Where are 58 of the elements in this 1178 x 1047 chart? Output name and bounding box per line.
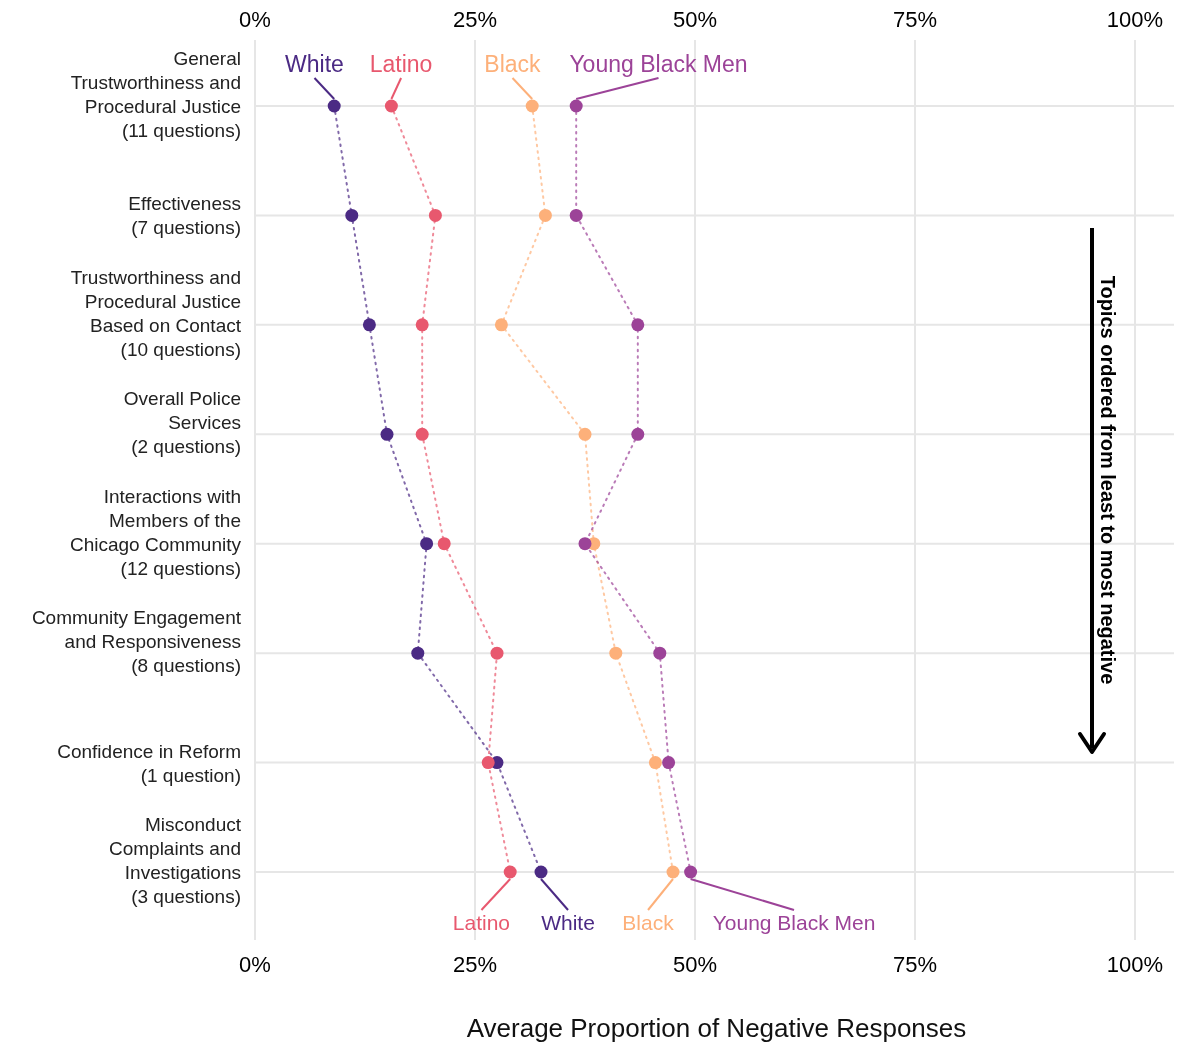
point <box>578 537 592 551</box>
point <box>648 756 662 770</box>
x-tick-label: 25% <box>452 7 498 32</box>
point <box>503 865 517 879</box>
point <box>490 646 504 660</box>
point <box>411 646 425 660</box>
point <box>569 208 583 222</box>
point <box>534 865 548 879</box>
x-axis-title: Average Proportion of Negative Responses <box>466 1013 967 1043</box>
y-tick-label: Trustworthiness and Procedural Justice Based on Contact (10 questions) <box>70 266 242 360</box>
y-tick-label: Confidence in Reform (1 question) <box>57 740 241 786</box>
point <box>631 427 645 441</box>
point <box>662 756 676 770</box>
point <box>384 99 398 113</box>
point <box>415 318 429 332</box>
point <box>684 865 698 879</box>
text: Latino <box>369 51 433 77</box>
point <box>380 427 394 441</box>
point <box>494 318 508 332</box>
point <box>428 208 442 222</box>
y-tick-label: General Trustworthiness and Procedural Justice (11 questions) <box>70 48 241 141</box>
point <box>327 99 341 113</box>
y-tick-label: Effectiveness (7 questions) <box>128 193 241 239</box>
point <box>653 646 667 660</box>
x2-tick-label: 50% <box>672 952 718 977</box>
x2-tick-label: 75% <box>892 952 938 977</box>
point <box>538 208 552 222</box>
point <box>362 318 376 332</box>
x-tick-label: 100% <box>1106 7 1164 32</box>
point <box>345 208 359 222</box>
point <box>437 537 451 551</box>
x2-tick-label: 100% <box>1106 952 1164 977</box>
point <box>569 99 583 113</box>
legend-label: White <box>541 911 595 934</box>
point <box>666 865 680 879</box>
point <box>415 427 429 441</box>
annotation: Topics ordered from least to most negative <box>1097 275 1119 685</box>
point <box>525 99 539 113</box>
point <box>578 427 592 441</box>
x-tick-label: 50% <box>672 7 718 32</box>
text: White <box>285 51 344 77</box>
legend-label: Black <box>622 911 675 934</box>
point <box>631 318 645 332</box>
y-tick-label: Overall Police Services (2 questions) <box>123 388 241 458</box>
legend-label: Latino <box>452 911 511 934</box>
y-tick-label: Community Engagement and Responsiveness (8 questions) <box>31 607 242 677</box>
text: Young Black Men <box>569 51 748 77</box>
x-tick-label: 0% <box>239 7 271 32</box>
point <box>609 646 623 660</box>
x-tick-label: 75% <box>892 7 938 32</box>
x2-tick-label: 25% <box>452 952 498 977</box>
y-tick-label: Misconduct Complaints and Investigations (3 questions) <box>108 814 242 907</box>
x2-tick-label: 0% <box>239 952 271 977</box>
y-tick-label: Interactions with Members of the Chicago Community (12 questions) <box>69 485 242 579</box>
legend-label: Young Black Men <box>712 911 876 934</box>
point <box>481 756 495 770</box>
text: Black <box>484 51 541 77</box>
point <box>420 537 434 551</box>
